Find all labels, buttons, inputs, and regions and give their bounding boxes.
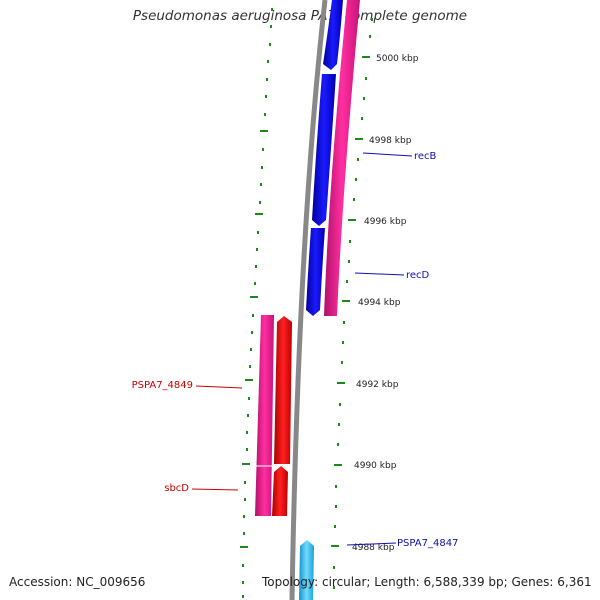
tick-label-4990: 4990 kbp	[354, 461, 397, 471]
tick-label-5000: 5000 kbp	[376, 54, 419, 64]
leader-sbcD	[191, 488, 239, 491]
gene-label-recD[interactable]: recD	[406, 270, 430, 281]
cds-track-left	[255, 315, 274, 516]
tick-label-4994: 4994 kbp	[358, 298, 401, 308]
gene-recB-body	[312, 74, 336, 226]
tick-label-4988: 4988 kbp	[352, 543, 395, 553]
leader-recD	[354, 272, 405, 276]
gene-recD-body	[306, 228, 325, 316]
gene-label-PSPA7_4847[interactable]: PSPA7_4847	[397, 538, 458, 549]
gene-PSPA7_4849	[274, 316, 292, 464]
gene-label-PSPA7_4849[interactable]: PSPA7_4849	[132, 380, 193, 391]
cds-track-right	[324, 0, 360, 316]
gene-sbcD	[272, 466, 288, 516]
genome-summary: Topology: circular; Length: 6,588,339 bp…	[262, 575, 592, 589]
gene-label-recB[interactable]: recB	[414, 151, 437, 162]
gene-label-sbcD[interactable]: sbcD	[164, 483, 189, 494]
leader-PSPA7_4849	[195, 385, 243, 389]
leader-recB	[362, 152, 413, 157]
map-title: Pseudomonas aeruginosa PA7, complete gen…	[132, 8, 468, 24]
right-tick-ring	[331, 18, 373, 589]
gene-PSPA7_4847	[299, 540, 314, 600]
genome-backbone	[289, 0, 328, 600]
left-tick-ring	[240, 8, 273, 598]
accession-label: Accession: NC_009656	[9, 575, 146, 589]
tick-label-4992: 4992 kbp	[356, 380, 399, 390]
gene-recB-arrow	[323, 0, 343, 70]
leader-PSPA7_4847	[346, 542, 397, 546]
tick-label-4998: 4998 kbp	[369, 136, 412, 146]
tick-label-4996: 4996 kbp	[364, 217, 407, 227]
